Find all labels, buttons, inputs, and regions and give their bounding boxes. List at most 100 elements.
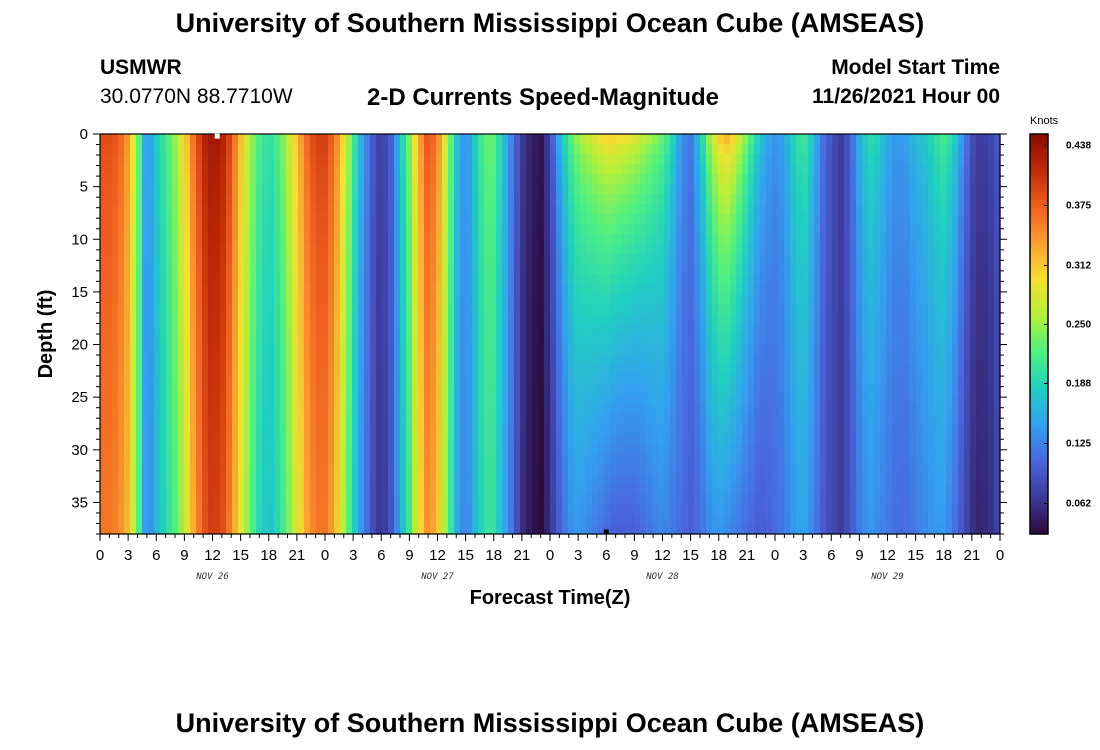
heatmap-cell bbox=[550, 324, 557, 335]
heatmap-cell bbox=[526, 224, 533, 235]
heatmap-cell bbox=[310, 234, 317, 245]
heatmap-cell bbox=[514, 294, 521, 305]
heatmap-cell bbox=[658, 174, 665, 185]
heatmap-cell bbox=[262, 134, 269, 145]
heatmap-cell bbox=[238, 304, 245, 315]
heatmap-cell bbox=[538, 404, 545, 415]
heatmap-cell bbox=[286, 174, 293, 185]
heatmap-cell bbox=[262, 424, 269, 435]
heatmap-cell bbox=[460, 134, 467, 145]
heatmap-cell bbox=[124, 424, 131, 435]
heatmap-cell bbox=[142, 414, 149, 425]
heatmap-cell bbox=[388, 404, 395, 415]
heatmap-cell bbox=[868, 454, 875, 465]
heatmap-cell bbox=[112, 214, 119, 225]
heatmap-cell bbox=[400, 254, 407, 265]
heatmap-cell bbox=[250, 294, 257, 305]
heatmap-cell bbox=[298, 174, 305, 185]
heatmap-cell bbox=[508, 324, 515, 335]
heatmap-cell bbox=[844, 364, 851, 375]
heatmap-cell bbox=[142, 224, 149, 235]
heatmap-cell bbox=[508, 144, 515, 155]
heatmap-cell bbox=[634, 134, 641, 145]
heatmap-cell bbox=[748, 314, 755, 325]
heatmap-cell bbox=[562, 264, 569, 275]
heatmap-cell bbox=[112, 154, 119, 165]
heatmap-cell bbox=[220, 384, 227, 395]
heatmap-cell bbox=[862, 184, 869, 195]
heatmap-cell bbox=[688, 214, 695, 225]
heatmap-cell bbox=[676, 384, 683, 395]
heatmap-cell bbox=[442, 254, 449, 265]
heatmap-cell bbox=[928, 144, 935, 155]
heatmap-cell bbox=[898, 154, 905, 165]
heatmap-cell bbox=[772, 184, 779, 195]
heatmap-cell bbox=[514, 404, 521, 415]
heatmap-cell bbox=[622, 454, 629, 465]
heatmap-cell bbox=[604, 354, 611, 365]
heatmap-cell bbox=[922, 384, 929, 395]
heatmap-cell bbox=[928, 314, 935, 325]
heatmap-cell bbox=[976, 134, 983, 145]
heatmap-cell bbox=[772, 134, 779, 145]
heatmap-cell bbox=[208, 184, 215, 195]
heatmap-cell bbox=[928, 344, 935, 355]
heatmap-cell bbox=[334, 334, 341, 345]
heatmap-cell bbox=[910, 394, 917, 405]
heatmap-cell bbox=[130, 144, 137, 155]
heatmap-cell bbox=[994, 204, 1001, 215]
heatmap-cell bbox=[736, 434, 743, 445]
heatmap-cell bbox=[694, 334, 701, 345]
heatmap-cell bbox=[478, 344, 485, 355]
heatmap-cell bbox=[940, 224, 947, 235]
heatmap-cell bbox=[544, 314, 551, 325]
heatmap-cell bbox=[358, 274, 365, 285]
heatmap-cell bbox=[808, 174, 815, 185]
heatmap-cell bbox=[136, 404, 143, 415]
heatmap-cell bbox=[970, 234, 977, 245]
heatmap-cell bbox=[892, 264, 899, 275]
heatmap-cell bbox=[640, 174, 647, 185]
heatmap-cell bbox=[652, 194, 659, 205]
heatmap-cell bbox=[682, 144, 689, 155]
heatmap-cell bbox=[202, 274, 209, 285]
heatmap-cell bbox=[700, 194, 707, 205]
heatmap-cell bbox=[964, 304, 971, 315]
heatmap-cell bbox=[304, 354, 311, 365]
heatmap-cell bbox=[994, 344, 1001, 355]
heatmap-cell bbox=[532, 194, 539, 205]
heatmap-cell bbox=[202, 354, 209, 365]
heatmap-cell bbox=[628, 444, 635, 455]
heatmap-cell bbox=[610, 384, 617, 395]
heatmap-cell bbox=[154, 324, 161, 335]
heatmap-cell bbox=[490, 344, 497, 355]
heatmap-cell bbox=[838, 234, 845, 245]
heatmap-cell bbox=[142, 444, 149, 455]
heatmap-cell bbox=[400, 234, 407, 245]
heatmap-cell bbox=[550, 424, 557, 435]
heatmap-cell bbox=[712, 144, 719, 155]
heatmap-cell bbox=[556, 444, 563, 455]
heatmap-cell bbox=[292, 454, 299, 465]
heatmap-cell bbox=[802, 184, 809, 195]
heatmap-cell bbox=[820, 154, 827, 165]
heatmap-cell bbox=[688, 444, 695, 455]
heatmap-cell bbox=[142, 154, 149, 165]
heatmap-cell bbox=[670, 254, 677, 265]
heatmap-cell bbox=[844, 304, 851, 315]
heatmap-cell bbox=[382, 374, 389, 385]
heatmap-cell bbox=[256, 434, 263, 445]
heatmap-cell bbox=[592, 164, 599, 175]
heatmap-cell bbox=[592, 274, 599, 285]
heatmap-cell bbox=[124, 354, 131, 365]
heatmap-cell bbox=[778, 234, 785, 245]
heatmap-cell bbox=[814, 404, 821, 415]
heatmap-cell bbox=[994, 154, 1001, 165]
heatmap-cell bbox=[550, 434, 557, 445]
heatmap-cell bbox=[976, 304, 983, 315]
heatmap-cell bbox=[664, 364, 671, 375]
heatmap-cell bbox=[982, 214, 989, 225]
heatmap-cell bbox=[214, 164, 221, 175]
heatmap-cell bbox=[952, 364, 959, 375]
heatmap-cell bbox=[112, 434, 119, 445]
